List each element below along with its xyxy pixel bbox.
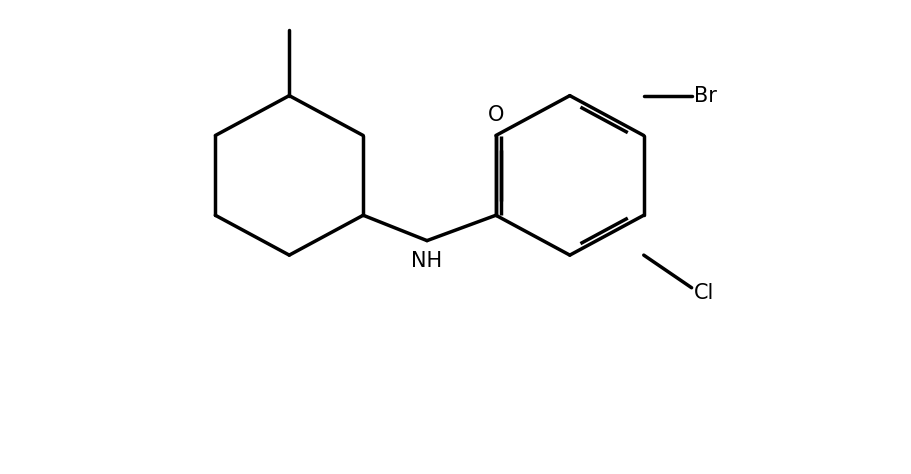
Text: Br: Br: [693, 86, 716, 106]
Text: Cl: Cl: [693, 283, 713, 303]
Text: NH: NH: [411, 252, 442, 272]
Text: O: O: [487, 105, 504, 125]
